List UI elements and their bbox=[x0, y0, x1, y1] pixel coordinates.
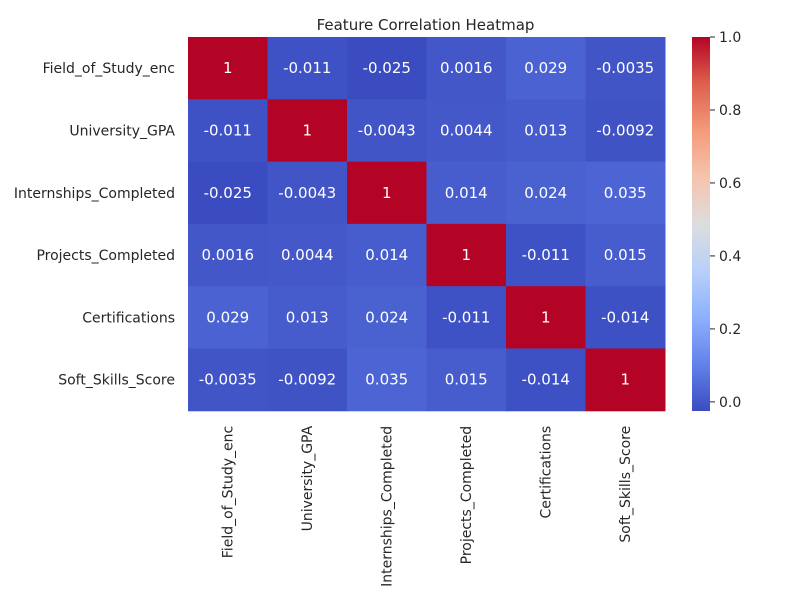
heatmap-cell bbox=[506, 37, 586, 100]
heatmap-cell bbox=[347, 37, 427, 100]
cell-value-label: 0.0044 bbox=[440, 121, 493, 139]
heatmap-cell bbox=[585, 348, 666, 412]
column-label: Certifications bbox=[539, 426, 555, 519]
heatmap-cell bbox=[267, 161, 348, 225]
cell-value-label: 0.0044 bbox=[281, 246, 334, 264]
cell-value-label: 0.0016 bbox=[202, 246, 255, 264]
cell-value-label: -0.0043 bbox=[278, 184, 336, 202]
heatmap-cell bbox=[347, 348, 427, 412]
cell-value-label: 0.024 bbox=[524, 184, 567, 202]
cell-value-label: 0.0016 bbox=[440, 59, 493, 77]
heatmap-cell bbox=[347, 286, 427, 349]
cell-value-label: -0.011 bbox=[204, 121, 252, 139]
heatmap-cell bbox=[585, 37, 666, 100]
cell-value-label: 1 bbox=[223, 59, 233, 77]
colorbar-ticks: 0.0 0.2 0.4 0.6 0.8 1.0 bbox=[710, 30, 741, 411]
heatmap-cell bbox=[267, 37, 348, 100]
cell-value-label: 0.029 bbox=[206, 308, 249, 326]
cell-value-label: 1 bbox=[541, 308, 551, 326]
cell-value-label: 1 bbox=[461, 246, 471, 264]
heatmap-cell bbox=[506, 223, 586, 287]
heatmap-cell bbox=[347, 223, 427, 287]
cell-value-label: 1 bbox=[620, 371, 630, 389]
cell-value-label: -0.014 bbox=[601, 308, 649, 326]
column-label: Projects_Completed bbox=[459, 426, 475, 565]
heatmap-cell bbox=[188, 99, 268, 163]
heatmap-cell bbox=[585, 286, 666, 349]
heatmap-cell bbox=[426, 37, 507, 100]
cell-value-label: -0.0035 bbox=[199, 371, 257, 389]
cell-value-label: -0.011 bbox=[283, 59, 331, 77]
heatmap-cell bbox=[585, 99, 666, 163]
cell-value-label: 0.013 bbox=[286, 308, 329, 326]
chart-title: Feature Correlation Heatmap bbox=[317, 16, 535, 34]
heatmap-cell bbox=[188, 37, 268, 100]
heatmap-cell bbox=[188, 223, 268, 287]
cell-value-label: -0.025 bbox=[363, 59, 411, 77]
heatmap-cell bbox=[506, 99, 586, 163]
colorbar bbox=[692, 37, 710, 411]
cell-value-label: 0.014 bbox=[365, 246, 408, 264]
heatmap-cell bbox=[585, 223, 666, 287]
cell-value-label: -0.0092 bbox=[596, 121, 654, 139]
row-label: University_GPA bbox=[69, 123, 175, 139]
heatmap-cell bbox=[426, 99, 507, 163]
column-label: University_GPA bbox=[300, 425, 316, 531]
cell-value-label: 0.015 bbox=[604, 246, 647, 264]
cell-value-label: -0.025 bbox=[204, 184, 252, 202]
cell-value-label: -0.014 bbox=[522, 371, 570, 389]
colorbar-tick-label: 1.0 bbox=[719, 30, 741, 46]
colorbar-tick-label: 0.2 bbox=[719, 322, 741, 338]
row-label: Internships_Completed bbox=[14, 186, 175, 202]
colorbar-tick-label: 0.4 bbox=[719, 249, 741, 265]
heatmap-cell bbox=[267, 286, 348, 349]
colorbar-tick-label: 0.0 bbox=[719, 395, 741, 411]
heatmap-cell bbox=[267, 99, 348, 163]
heatmap-cell bbox=[188, 348, 268, 412]
heatmap-cell bbox=[426, 286, 507, 349]
row-label: Certifications bbox=[82, 310, 175, 326]
cell-value-label: 0.024 bbox=[365, 308, 408, 326]
cell-value-label: 0.014 bbox=[445, 184, 488, 202]
heatmap-cell bbox=[426, 223, 507, 287]
cell-value-label: -0.0043 bbox=[358, 121, 416, 139]
heatmap-cell bbox=[267, 348, 348, 412]
cell-value-label: 0.035 bbox=[365, 371, 408, 389]
cell-value-label: 1 bbox=[382, 184, 392, 202]
colorbar-tick-label: 0.6 bbox=[719, 176, 741, 192]
cell-value-label: -0.011 bbox=[442, 308, 490, 326]
column-label: Internships_Completed bbox=[380, 426, 396, 587]
cell-value-label: -0.011 bbox=[522, 246, 570, 264]
heatmap-cell bbox=[267, 223, 348, 287]
column-labels: Field_of_Study_enc University_GPA Internsh… bbox=[221, 425, 635, 587]
heatmap-cells: 1 -0.011 -0.025 0.0016 0.029 -0.0035 -0.011 1 -0… bbox=[188, 37, 666, 412]
heatmap-cell bbox=[188, 161, 268, 225]
cell-value-label: -0.0092 bbox=[278, 371, 336, 389]
cell-value-label: 1 bbox=[302, 121, 312, 139]
heatmap-cell bbox=[188, 286, 268, 349]
heatmap-cell bbox=[347, 99, 427, 163]
row-label: Projects_Completed bbox=[36, 248, 175, 264]
row-label: Soft_Skills_Score bbox=[58, 373, 175, 389]
cell-value-label: 0.013 bbox=[524, 121, 567, 139]
heatmap-cell bbox=[426, 161, 507, 225]
column-label: Field_of_Study_enc bbox=[221, 426, 237, 558]
heatmap-cell bbox=[506, 348, 586, 412]
cell-value-label: 0.015 bbox=[445, 371, 488, 389]
cell-value-label: 0.035 bbox=[604, 184, 647, 202]
heatmap-cell bbox=[585, 161, 666, 225]
cell-value-label: 0.029 bbox=[524, 59, 567, 77]
colorbar-tick-label: 0.8 bbox=[719, 103, 741, 119]
column-label: Soft_Skills_Score bbox=[618, 426, 634, 543]
heatmap-cell bbox=[426, 348, 507, 412]
heatmap-cell bbox=[347, 161, 427, 225]
cell-value-label: -0.0035 bbox=[596, 59, 654, 77]
heatmap-cell bbox=[506, 161, 586, 225]
heatmap-cell bbox=[506, 286, 586, 349]
row-labels: Field_of_Study_enc University_GPA Internsh… bbox=[14, 61, 176, 389]
row-label: Field_of_Study_enc bbox=[43, 61, 175, 77]
